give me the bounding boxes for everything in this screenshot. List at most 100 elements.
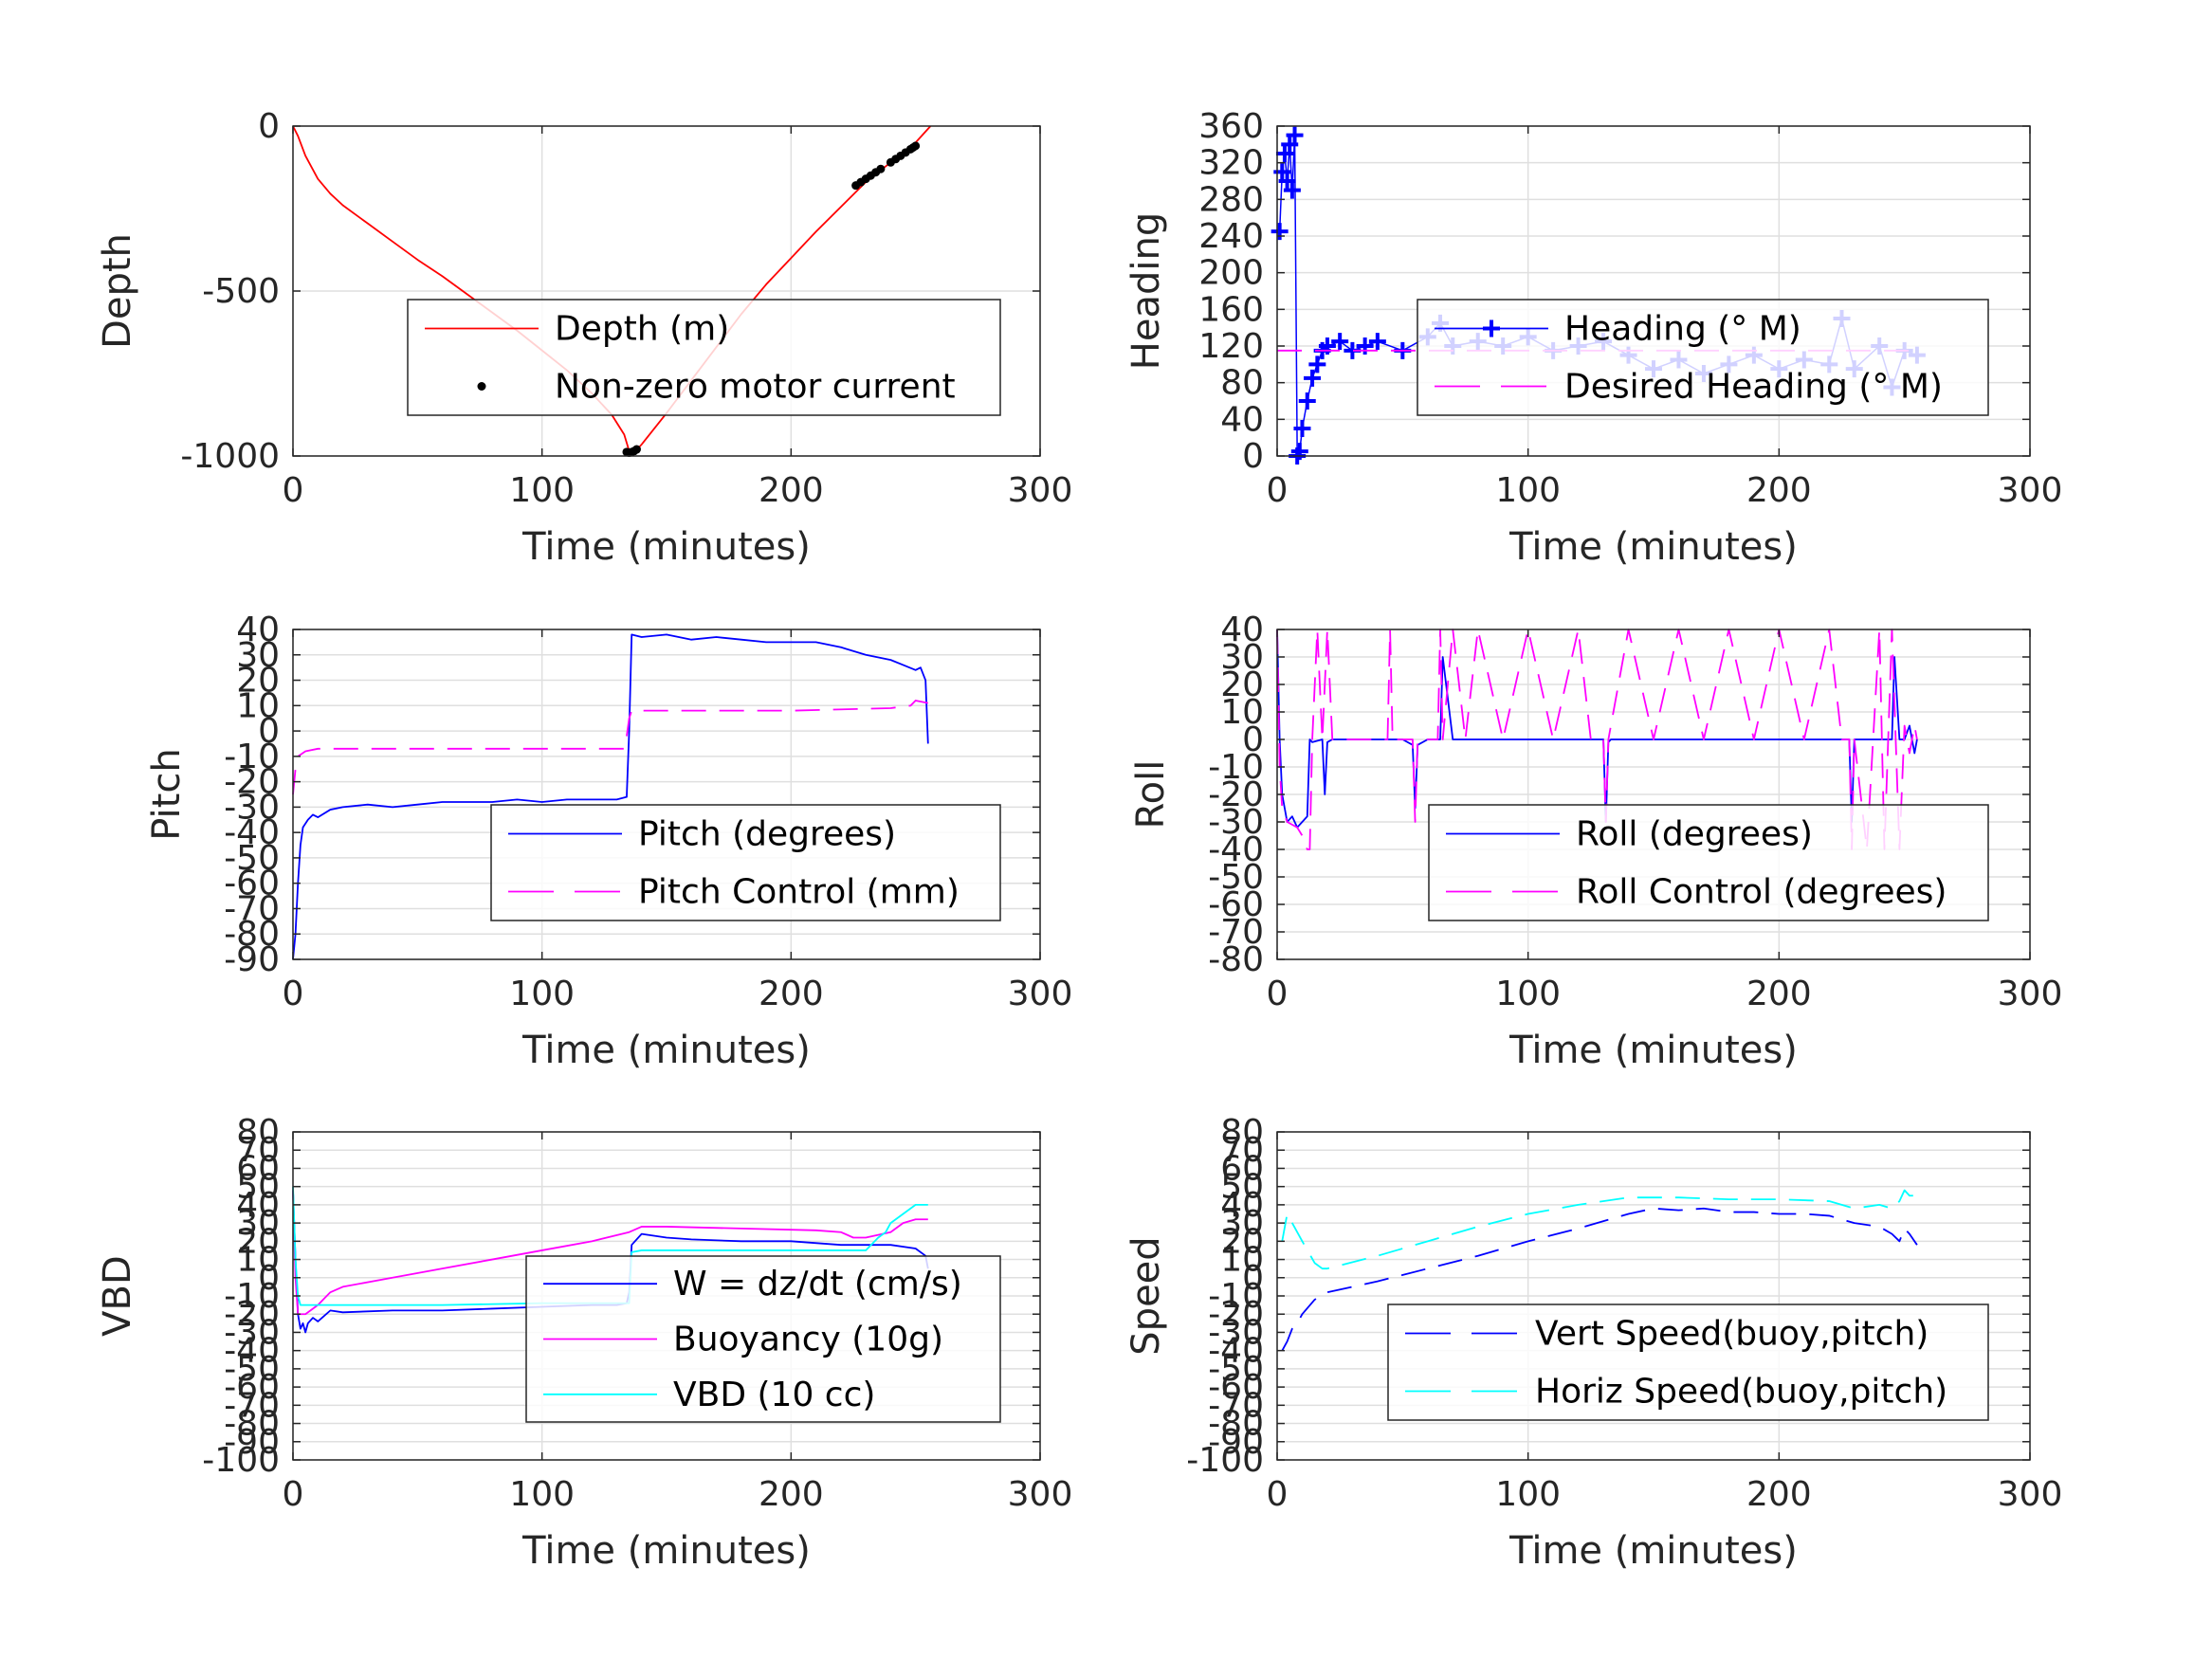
- y-tick-label: 10: [236, 1241, 280, 1280]
- y-tick-label: -30: [224, 788, 280, 827]
- series-2: [292, 1190, 928, 1316]
- y-tick-label: -40: [1208, 1332, 1264, 1371]
- y-axis-label: Heading: [1124, 212, 1168, 370]
- x-axis-label: Time (minutes): [1508, 1029, 1798, 1072]
- series-2: [292, 700, 928, 795]
- data-marker: [1278, 173, 1296, 190]
- chart-panel-2: 0 100 200 30004080120160200240280320360Time…: [1124, 107, 2062, 569]
- legend-box: [1417, 299, 1989, 416]
- data-marker: [1308, 356, 1326, 374]
- series-line: [292, 1190, 928, 1316]
- y-tick-label: -40: [224, 813, 280, 852]
- y-tick-label: -40: [224, 1332, 280, 1371]
- y-tick-label: -20: [1208, 775, 1264, 814]
- series-line: [292, 633, 929, 960]
- legend-label: VBD (10 cc): [673, 1376, 875, 1414]
- y-tick-label: 50: [236, 1168, 280, 1207]
- y-tick-label: -20: [224, 763, 280, 802]
- y-tick-label: -10: [1208, 748, 1264, 787]
- y-tick-label: 10: [1220, 1241, 1264, 1280]
- legend-box: [1428, 804, 1989, 921]
- legend: Vert Speed(buoy,pitch) Horiz Speed(buoy,p…: [1387, 1304, 1989, 1421]
- x-axis-label: Time (minutes): [521, 1029, 811, 1072]
- chart-panel-1: 0 100 200 300 0 -500 -1000 Time (minutes) Depth D…: [96, 107, 1072, 569]
- y-axis-label: Pitch: [145, 748, 189, 840]
- y-tick-label: 70: [236, 1131, 280, 1170]
- chart-panel-3: 0 100 200 300403020100-10-20-30-40-50-60-70…: [145, 611, 1072, 1072]
- y-tick-label: 280: [1198, 180, 1264, 219]
- x-tick-label: 0: [283, 1475, 304, 1514]
- y-tick-label: 200: [1198, 254, 1264, 293]
- legend: W = dz/dt (cm/s) Buoyancy (10g) VBD (10 cc…: [525, 1255, 1001, 1423]
- x-tick-label: 200: [759, 471, 824, 510]
- x-tick-label: 200: [1746, 471, 1812, 510]
- chart-panel-6: 0 100 200 30080706050403020100-10-20-30-40-…: [1124, 1113, 2062, 1573]
- y-tick-label: 30: [1220, 1204, 1264, 1243]
- data-marker: [1271, 223, 1289, 241]
- y-tick-label: 80: [1220, 364, 1264, 403]
- y-tick-label: -40: [1208, 830, 1264, 869]
- y-tick-label: -70: [224, 889, 280, 928]
- y-tick-label: 30: [1220, 638, 1264, 677]
- y-tick-label: -90: [224, 1423, 280, 1462]
- x-tick-label: 100: [1495, 471, 1561, 510]
- y-tick-label: -60: [1208, 1368, 1264, 1407]
- series-1: [292, 633, 929, 960]
- y-axis-label: Depth: [96, 233, 139, 349]
- legend-label: Horiz Speed(buoy,pitch): [1535, 1373, 1947, 1412]
- legend-label: Desired Heading (° M): [1564, 368, 1943, 407]
- series-line: [292, 700, 928, 795]
- y-tick-label: -10: [224, 738, 280, 776]
- data-point: [876, 164, 886, 173]
- data-marker: [1293, 420, 1311, 437]
- y-tick-label: 80: [1220, 1113, 1264, 1152]
- legend: Depth (m) Non-zero motor current: [407, 299, 1001, 416]
- y-tick-label: -80: [224, 1405, 280, 1444]
- y-tick-label: -100: [202, 1441, 280, 1480]
- chart-panel-4: 0 100 200 300403020100-10-20-30-40-50-60-70…: [1129, 611, 2062, 1072]
- y-tick-label: 40: [1220, 611, 1264, 649]
- y-tick-label: 0: [258, 712, 280, 751]
- x-tick-label: 0: [283, 471, 304, 510]
- data-marker: [1298, 392, 1316, 410]
- y-tick-label: -80: [224, 915, 280, 954]
- y-tick-label: 40: [1220, 1186, 1264, 1225]
- y-tick-label: 0: [258, 107, 280, 146]
- x-tick-label: 300: [1008, 1475, 1073, 1514]
- y-tick-label: -80: [1208, 940, 1264, 979]
- y-tick-label: 40: [236, 1186, 280, 1225]
- axes-box: [292, 629, 1041, 960]
- x-axis-label: Time (minutes): [521, 1529, 811, 1573]
- y-tick-label: 60: [236, 1149, 280, 1188]
- legend-label: Heading (° M): [1564, 310, 1801, 349]
- x-tick-label: 100: [1495, 975, 1561, 1013]
- legend-label: Pitch Control (mm): [638, 873, 960, 912]
- x-tick-label: 200: [1746, 975, 1812, 1013]
- y-tick-label: -80: [1208, 1405, 1264, 1444]
- y-tick-label: 70: [1220, 1131, 1264, 1170]
- y-tick-label: 20: [1220, 665, 1264, 704]
- data-marker: [1283, 181, 1301, 199]
- legend-label: W = dz/dt (cm/s): [673, 1265, 962, 1304]
- y-tick-label: 40: [236, 611, 280, 649]
- legend-box: [407, 299, 1001, 416]
- y-tick-label: -60: [224, 1368, 280, 1407]
- y-tick-label: -60: [224, 865, 280, 903]
- data-marker: [1368, 333, 1386, 351]
- x-tick-label: 0: [1267, 975, 1289, 1013]
- y-tick-label: 160: [1198, 290, 1264, 329]
- x-tick-label: 100: [509, 975, 575, 1013]
- y-tick-label: 20: [236, 1222, 280, 1261]
- y-tick-label: -10: [1208, 1277, 1264, 1316]
- y-tick-label: -20: [1208, 1295, 1264, 1334]
- y-tick-label: 120: [1198, 327, 1264, 366]
- legend: Pitch (degrees) Pitch Control (mm): [490, 804, 1001, 921]
- y-tick-label: 320: [1198, 144, 1264, 183]
- legend-swatch: [477, 382, 486, 391]
- x-tick-label: 100: [1495, 1475, 1561, 1514]
- x-axis-label: Time (minutes): [1508, 1529, 1798, 1573]
- series-1: [1281, 1207, 1918, 1352]
- series-line: [1281, 1189, 1917, 1270]
